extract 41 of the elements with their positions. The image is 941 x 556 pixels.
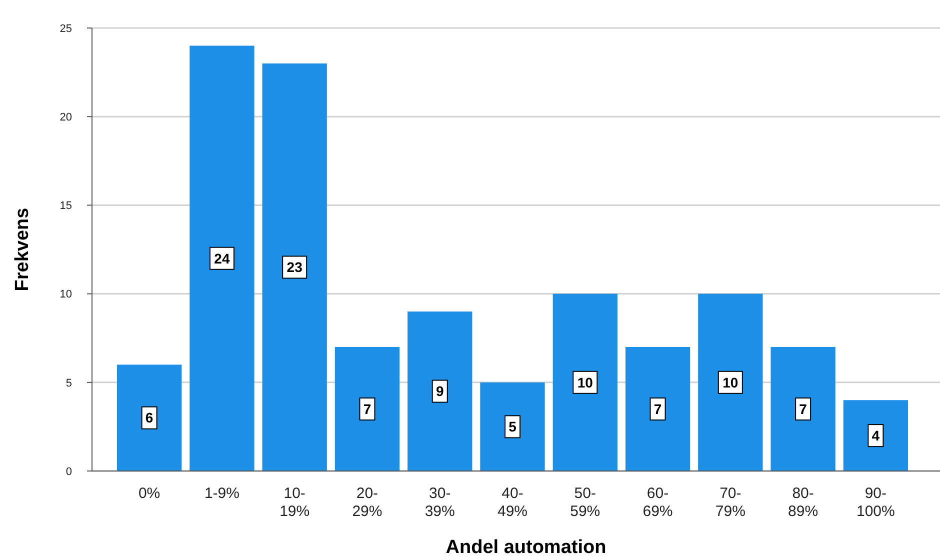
x-tick-label: 50-59% — [570, 485, 600, 520]
x-tick-label: 60-69% — [642, 485, 673, 520]
x-tick-label: 90-100% — [856, 485, 895, 520]
x-axis-title: Andel automation — [446, 537, 606, 556]
data-label: 5 — [508, 418, 517, 435]
y-tick-label: 10 — [60, 288, 72, 301]
y-tick-label: 5 — [66, 377, 72, 390]
bar — [480, 382, 545, 471]
bar — [262, 63, 327, 471]
x-tick-label: 10-19% — [280, 485, 310, 520]
y-tick-label: 25 — [60, 22, 72, 35]
data-label: 23 — [286, 259, 303, 276]
bar — [116, 364, 182, 471]
y-axis-title: Frekvens — [12, 208, 33, 292]
data-label: 4 — [872, 427, 880, 444]
bar — [770, 346, 836, 471]
bar — [698, 294, 763, 471]
data-label: 10 — [577, 374, 594, 390]
bar — [552, 294, 618, 471]
bar — [190, 46, 254, 471]
x-tick-label: 40-49% — [497, 485, 528, 520]
data-label: 10 — [722, 374, 738, 390]
y-tick-label: 20 — [60, 111, 72, 124]
x-tick-label: 70-79% — [715, 485, 746, 520]
x-tick-label: 20-29% — [352, 485, 382, 520]
data-label: 7 — [654, 400, 662, 417]
bar — [625, 346, 690, 471]
data-label: 9 — [436, 383, 444, 400]
bar — [408, 312, 472, 471]
bar — [334, 346, 400, 471]
data-label: 7 — [363, 400, 372, 417]
x-tick-label: 30-39% — [424, 485, 455, 520]
bar — [843, 400, 908, 471]
y-tick-label: 15 — [60, 200, 72, 212]
x-tick-label: 0% — [138, 485, 160, 502]
data-label: 24 — [214, 250, 230, 266]
x-tick-label: 80-89% — [788, 485, 818, 520]
y-tick-label: 0 — [66, 466, 72, 478]
x-tick-label: 1-9% — [204, 485, 240, 502]
data-label: 6 — [145, 410, 154, 426]
data-label: 7 — [799, 400, 808, 417]
